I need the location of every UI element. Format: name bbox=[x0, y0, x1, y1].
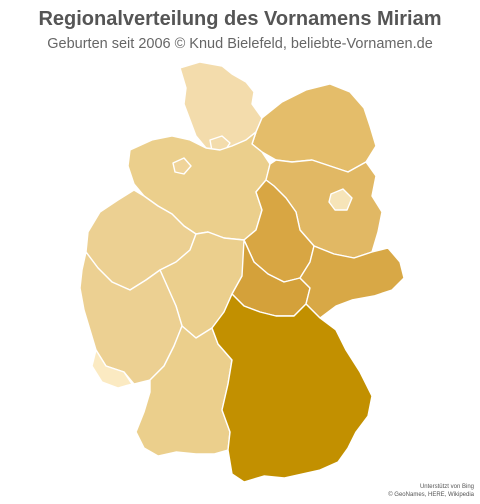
attribution-sources: © GeoNames, HERE, Wikipedia bbox=[388, 492, 474, 498]
map-subtitle: Geburten seit 2006 © Knud Bielefeld, bel… bbox=[47, 36, 433, 52]
map-title: Regionalverteilung des Vornamens Miriam bbox=[38, 8, 442, 30]
map-attribution: Unterstützt von Bing © GeoNames, HERE, W… bbox=[388, 483, 474, 499]
state-berlin bbox=[328, 188, 353, 211]
state-bremen bbox=[172, 157, 192, 175]
state-sachsen bbox=[299, 245, 405, 319]
state-bayern bbox=[211, 293, 373, 483]
state-saarland bbox=[91, 349, 133, 389]
state-mecklenburg-vorpommern bbox=[251, 83, 377, 173]
attribution-bing: Unterstützt von Bing bbox=[419, 484, 474, 490]
